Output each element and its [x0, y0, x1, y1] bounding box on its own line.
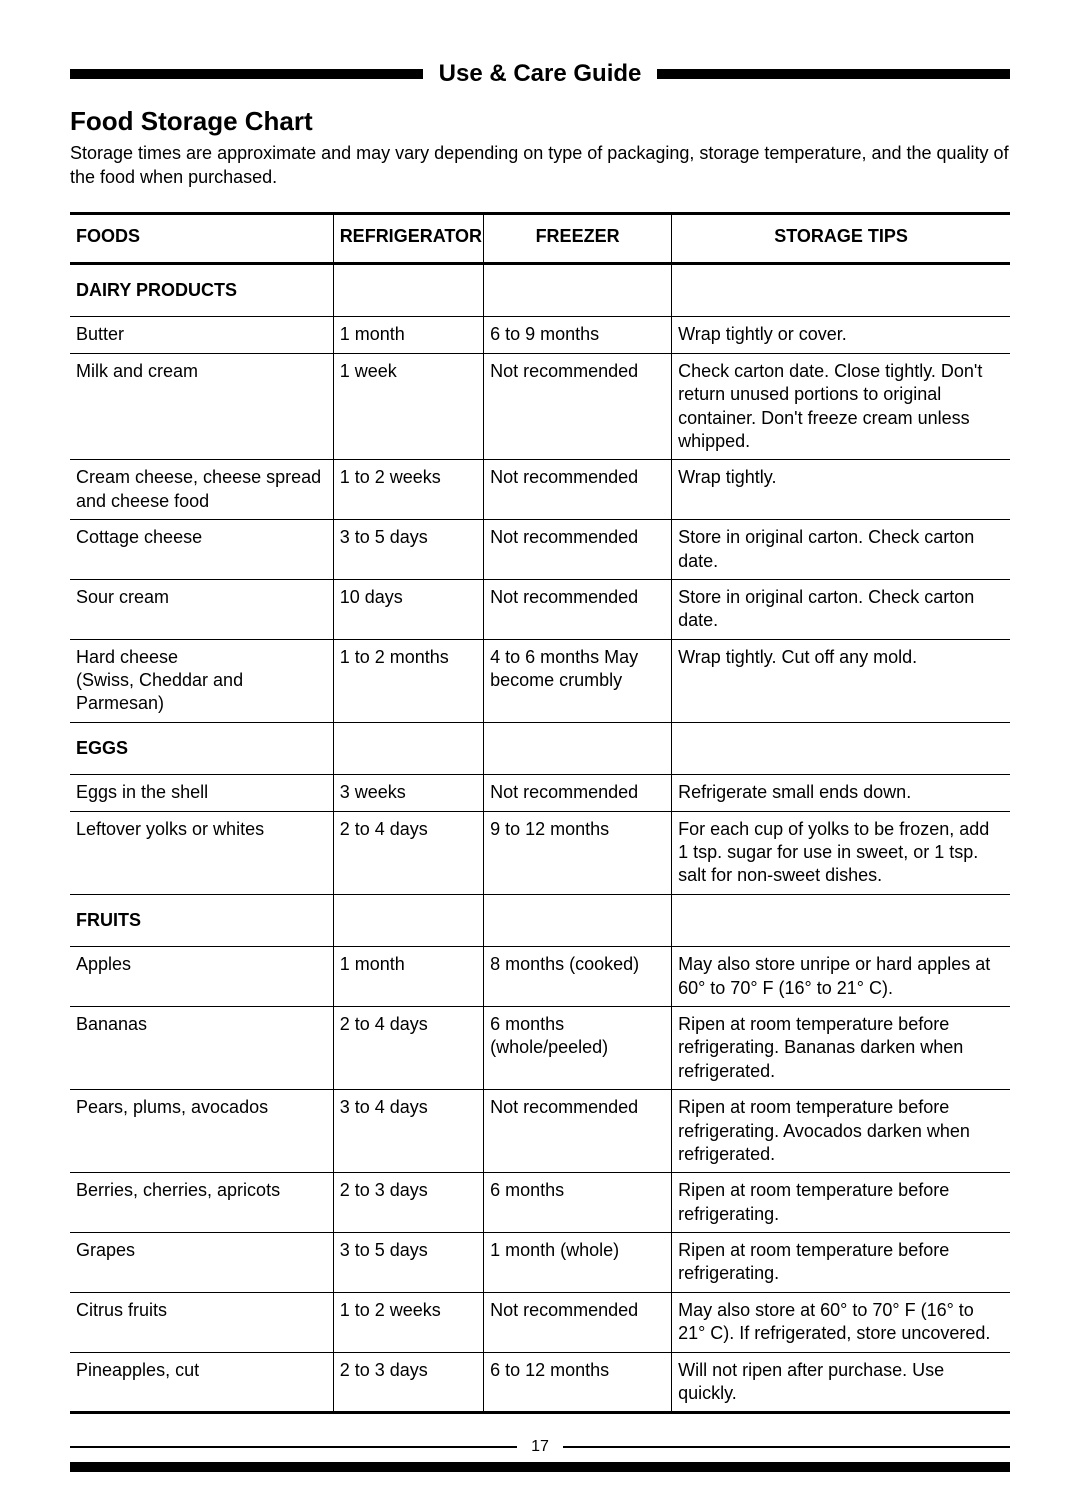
- header-title: Use & Care Guide: [423, 60, 658, 88]
- footer: 17: [70, 1438, 1010, 1456]
- cell-frz: 8 months (cooked): [484, 947, 672, 1007]
- cell-ref: 3 to 5 days: [333, 1233, 483, 1293]
- cell-food: Bananas: [70, 1006, 333, 1089]
- cell-food: Sour cream: [70, 579, 333, 639]
- header-bar-left: [70, 69, 423, 79]
- cell-ref: 2 to 4 days: [333, 1006, 483, 1089]
- cell-tips: Wrap tightly. Cut off any mold.: [672, 639, 1010, 722]
- table-row: Milk and cream 1 week Not recommended Ch…: [70, 353, 1010, 460]
- cell-tips: May also store unripe or hard apples at …: [672, 947, 1010, 1007]
- storage-table: FOODS REFRIGERATOR FREEZER STORAGE TIPS …: [70, 212, 1010, 1415]
- section-eggs: EGGS: [70, 722, 1010, 774]
- cell-frz: Not recommended: [484, 520, 672, 580]
- cell-frz: 6 to 12 months: [484, 1352, 672, 1413]
- cell-frz: 6 to 9 months: [484, 317, 672, 353]
- cell-tips: Refrigerate small ends down.: [672, 775, 1010, 811]
- cell-food: Citrus fruits: [70, 1292, 333, 1352]
- table-header-row: FOODS REFRIGERATOR FREEZER STORAGE TIPS: [70, 213, 1010, 263]
- footer-bar-right: [563, 1446, 1010, 1448]
- cell-tips: Ripen at room temperature before refrige…: [672, 1006, 1010, 1089]
- cell-frz: 6 months: [484, 1173, 672, 1233]
- cell-tips: Wrap tightly or cover.: [672, 317, 1010, 353]
- cell-ref: 3 weeks: [333, 775, 483, 811]
- section-fruits: FRUITS: [70, 894, 1010, 946]
- table-row: Pears, plums, avocados 3 to 4 days Not r…: [70, 1090, 1010, 1173]
- cell-frz: Not recommended: [484, 1090, 672, 1173]
- cell-frz: 6 months (whole/peeled): [484, 1006, 672, 1089]
- cell-frz: Not recommended: [484, 1292, 672, 1352]
- table-row: Pineapples, cut 2 to 3 days 6 to 12 mont…: [70, 1352, 1010, 1413]
- cell-tips: Store in original carton. Check carton d…: [672, 520, 1010, 580]
- cell-ref: 2 to 3 days: [333, 1352, 483, 1413]
- table-row: Citrus fruits 1 to 2 weeks Not recommend…: [70, 1292, 1010, 1352]
- table-row: Butter 1 month 6 to 9 months Wrap tightl…: [70, 317, 1010, 353]
- footer-bar-left: [70, 1446, 517, 1448]
- cell-food: Eggs in the shell: [70, 775, 333, 811]
- cell-frz: 4 to 6 months May become crumbly: [484, 639, 672, 722]
- col-header-freezer: FREEZER: [484, 213, 672, 263]
- cell-ref: 2 to 3 days: [333, 1173, 483, 1233]
- cell-food: Butter: [70, 317, 333, 353]
- footer-thick-bar: [70, 1462, 1010, 1472]
- chart-title: Food Storage Chart: [70, 106, 1010, 137]
- cell-frz: Not recommended: [484, 353, 672, 460]
- cell-tips: May also store at 60° to 70° F (16° to 2…: [672, 1292, 1010, 1352]
- table-row: Hard cheese (Swiss, Cheddar and Parmesan…: [70, 639, 1010, 722]
- cell-tips: Ripen at room temperature before refrige…: [672, 1173, 1010, 1233]
- cell-tips: Will not ripen after purchase. Use quick…: [672, 1352, 1010, 1413]
- table-row: Eggs in the shell 3 weeks Not recommende…: [70, 775, 1010, 811]
- table-row: Bananas 2 to 4 days 6 months (whole/peel…: [70, 1006, 1010, 1089]
- cell-frz: Not recommended: [484, 775, 672, 811]
- table-row: Leftover yolks or whites 2 to 4 days 9 t…: [70, 811, 1010, 894]
- cell-food: Apples: [70, 947, 333, 1007]
- chart-intro: Storage times are approximate and may va…: [70, 141, 1010, 190]
- col-header-refrigerator: REFRIGERATOR: [333, 213, 483, 263]
- cell-ref: 1 to 2 weeks: [333, 1292, 483, 1352]
- cell-food: Pears, plums, avocados: [70, 1090, 333, 1173]
- col-header-tips: STORAGE TIPS: [672, 213, 1010, 263]
- cell-food: Cream cheese, cheese spread and cheese f…: [70, 460, 333, 520]
- cell-ref: 10 days: [333, 579, 483, 639]
- cell-frz: 1 month (whole): [484, 1233, 672, 1293]
- cell-ref: 1 week: [333, 353, 483, 460]
- cell-frz: 9 to 12 months: [484, 811, 672, 894]
- cell-food: Pineapples, cut: [70, 1352, 333, 1413]
- cell-food: Cottage cheese: [70, 520, 333, 580]
- table-row: Apples 1 month 8 months (cooked) May als…: [70, 947, 1010, 1007]
- cell-ref: 2 to 4 days: [333, 811, 483, 894]
- cell-food: Leftover yolks or whites: [70, 811, 333, 894]
- cell-tips: Check carton date. Close tightly. Don't …: [672, 353, 1010, 460]
- cell-ref: 1 month: [333, 317, 483, 353]
- page-number: 17: [517, 1438, 563, 1456]
- col-header-foods: FOODS: [70, 213, 333, 263]
- table-row: Sour cream 10 days Not recommended Store…: [70, 579, 1010, 639]
- cell-ref: 1 to 2 weeks: [333, 460, 483, 520]
- page: Use & Care Guide Food Storage Chart Stor…: [0, 0, 1080, 1512]
- section-dairy-label: DAIRY PRODUCTS: [70, 263, 333, 316]
- cell-food: Milk and cream: [70, 353, 333, 460]
- cell-ref: 1 to 2 months: [333, 639, 483, 722]
- table-row: Cottage cheese 3 to 5 days Not recommend…: [70, 520, 1010, 580]
- cell-ref: 3 to 4 days: [333, 1090, 483, 1173]
- cell-tips: For each cup of yolks to be frozen, add …: [672, 811, 1010, 894]
- cell-food: Berries, cherries, apricots: [70, 1173, 333, 1233]
- cell-ref: 1 month: [333, 947, 483, 1007]
- table-row: Grapes 3 to 5 days 1 month (whole) Ripen…: [70, 1233, 1010, 1293]
- cell-tips: Ripen at room temperature before refrige…: [672, 1233, 1010, 1293]
- header: Use & Care Guide: [70, 60, 1010, 88]
- cell-food: Grapes: [70, 1233, 333, 1293]
- cell-tips: Ripen at room temperature before refrige…: [672, 1090, 1010, 1173]
- table-row: Berries, cherries, apricots 2 to 3 days …: [70, 1173, 1010, 1233]
- cell-food: Hard cheese (Swiss, Cheddar and Parmesan…: [70, 639, 333, 722]
- section-dairy: DAIRY PRODUCTS: [70, 263, 1010, 316]
- cell-ref: 3 to 5 days: [333, 520, 483, 580]
- header-bar-right: [657, 69, 1010, 79]
- table-row: Cream cheese, cheese spread and cheese f…: [70, 460, 1010, 520]
- cell-frz: Not recommended: [484, 579, 672, 639]
- section-eggs-label: EGGS: [70, 722, 333, 774]
- section-fruits-label: FRUITS: [70, 894, 333, 946]
- cell-tips: Wrap tightly.: [672, 460, 1010, 520]
- cell-tips: Store in original carton. Check carton d…: [672, 579, 1010, 639]
- cell-frz: Not recommended: [484, 460, 672, 520]
